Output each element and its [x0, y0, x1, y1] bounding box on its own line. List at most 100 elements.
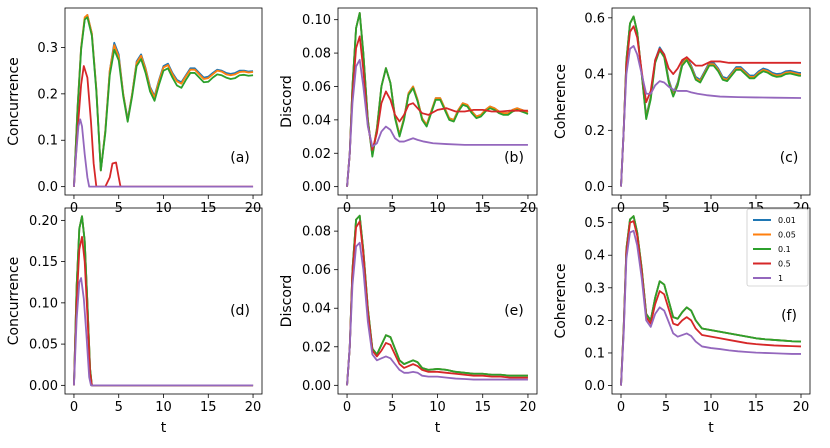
y-tick-label: 0.20 [29, 214, 58, 229]
series-group [346, 12, 529, 187]
y-tick-label: 0.02 [302, 340, 331, 355]
series-line-0.1 [73, 215, 254, 387]
legend-label-0.1: 0.1 [778, 245, 791, 254]
series-line-1 [346, 241, 528, 386]
series-line-0.05 [346, 214, 528, 386]
x-tick-label: 10 [155, 400, 172, 415]
y-tick-label: 0.10 [29, 296, 58, 311]
axes-frame [611, 7, 811, 196]
x-tick-label: 0 [70, 400, 78, 415]
x-axis-label: t [161, 420, 167, 436]
series-line-0.5 [620, 25, 801, 187]
x-tick-label: 0 [343, 201, 351, 216]
x-tick-label: 15 [748, 400, 765, 415]
y-axis-label: Discord [279, 275, 295, 328]
x-tick-label: 20 [520, 201, 537, 216]
x-tick-label: 20 [520, 400, 537, 415]
y-tick-label: 0.0 [37, 180, 58, 195]
x-tick-label: 5 [662, 201, 670, 216]
y-tick-label: 0.2 [584, 124, 605, 139]
series-line-0.01 [620, 15, 801, 187]
y-tick-label: 0.06 [302, 80, 331, 95]
y-axis-label: Coherence [553, 263, 569, 338]
panel-tag: (d) [230, 303, 250, 319]
series-line-0.05 [620, 15, 801, 187]
panel-tag: (b) [504, 150, 524, 166]
x-tick-label: 10 [429, 201, 446, 216]
y-axis-label: Discord [279, 75, 295, 128]
y-axis-label: Concurrence [6, 57, 22, 146]
series-line-0.1 [346, 12, 529, 187]
x-tick-label: 20 [245, 400, 262, 415]
x-tick-label: 5 [662, 400, 670, 415]
y-tick-label: 0.04 [302, 302, 331, 317]
series-group [73, 14, 254, 188]
x-tick-label: 15 [200, 400, 217, 415]
y-tick-label: 0.06 [302, 263, 331, 278]
series-group [346, 214, 528, 386]
x-tick-label: 20 [245, 201, 262, 216]
series-line-0.1 [620, 15, 801, 187]
panel-e: 0 5 10 15 20 0.00 0.02 0.04 0.06 0.08 Discord t (e) [279, 207, 538, 436]
series-line-1 [620, 229, 801, 386]
x-tick-label: 0 [70, 201, 78, 216]
y-tick-label: 0.1 [37, 134, 58, 149]
axes-frame [64, 207, 263, 395]
series-line-0.5 [346, 220, 528, 386]
x-tick-label: 5 [388, 400, 396, 415]
y-tick-label: 0.0 [584, 180, 605, 195]
x-tick-label: 10 [703, 400, 720, 415]
series-line-1 [620, 45, 802, 187]
y-tick-label: 0.1 [584, 346, 605, 361]
x-tick-label: 20 [793, 400, 810, 415]
panel-tag: (f) [781, 308, 797, 324]
x-axis-label: t [435, 420, 441, 436]
x-tick-label: 15 [474, 400, 491, 415]
y-tick-label: 0.5 [584, 216, 605, 231]
series-line-0.5 [346, 35, 528, 187]
series-line-0.1 [73, 16, 254, 187]
y-tick-label: 0.08 [302, 225, 331, 240]
x-axis-label: t [708, 420, 714, 436]
series-line-0.05 [73, 215, 254, 387]
legend-label-1: 1 [778, 274, 783, 283]
y-tick-label: 0.10 [302, 13, 331, 28]
y-tick-label: 0.3 [37, 41, 58, 56]
series-line-0.5 [620, 220, 802, 386]
y-tick-label: 0.00 [29, 379, 58, 394]
panel-f: 0 5 10 15 20 0.0 0.1 0.2 0.3 0.4 0.5 Coherence t (f) [553, 207, 811, 436]
x-tick-label: 10 [429, 400, 446, 415]
x-tick-label: 5 [115, 201, 123, 216]
x-tick-label: 5 [388, 201, 396, 216]
y-tick-label: 0.15 [29, 255, 58, 270]
legend-label-0.01: 0.01 [778, 216, 796, 225]
y-tick-label: 0.05 [29, 338, 58, 353]
x-tick-label: 0 [617, 201, 625, 216]
series-line-0.01 [73, 215, 254, 387]
x-tick-label: 5 [115, 400, 123, 415]
panel-d: 0 5 10 15 20 0.00 0.05 0.10 0.15 0.20 Concurrence t… [6, 207, 263, 436]
panel-tag: (c) [780, 150, 799, 166]
y-tick-label: 0.04 [302, 113, 331, 128]
series-group [73, 215, 254, 387]
series-group [620, 215, 802, 386]
x-tick-label: 0 [617, 400, 625, 415]
y-tick-label: 0.4 [584, 249, 605, 264]
legend-label-0.05: 0.05 [778, 231, 796, 240]
y-axis-label: Coherence [553, 64, 569, 139]
y-tick-label: 0.0 [584, 379, 605, 394]
x-tick-label: 0 [343, 400, 351, 415]
series-line-1 [346, 58, 528, 187]
series-line-1 [73, 277, 254, 387]
series-line-0.1 [346, 214, 528, 386]
legend: 0.01 0.05 0.1 0.5 1 [746, 208, 809, 287]
panel-a: 0 5 10 15 20 0.0 0.1 0.2 0.3 Concurrence (a) [6, 7, 263, 216]
axes-frame [337, 7, 538, 196]
y-tick-label: 0.00 [302, 180, 331, 195]
series-line-0.5 [73, 235, 254, 387]
x-tick-label: 10 [703, 201, 720, 216]
y-tick-label: 0.3 [584, 281, 605, 296]
y-tick-label: 0.6 [584, 11, 605, 26]
